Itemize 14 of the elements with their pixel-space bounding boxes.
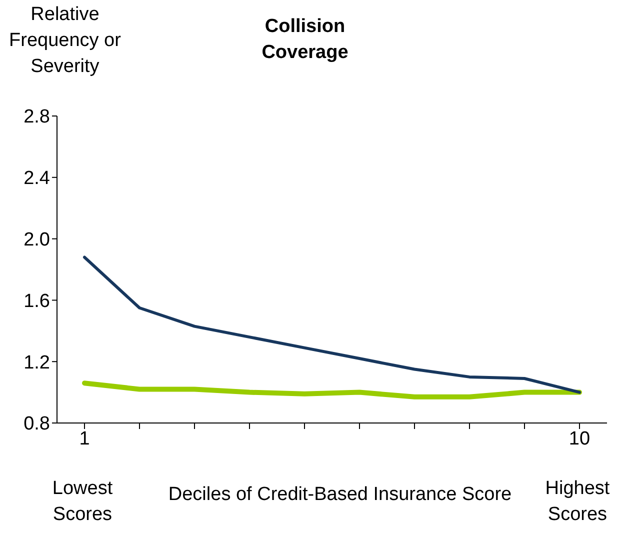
x-axis-title: Deciles of Credit-Based Insurance Score: [167, 483, 513, 507]
chart-title: Collision Coverage: [260, 15, 350, 65]
y-tick-label: 2.8: [24, 106, 50, 128]
text: Highest Scores: [544, 477, 611, 527]
y-tick-label: 1.6: [24, 290, 50, 312]
y-tick-label: 2.0: [24, 230, 50, 251]
x-tick-label: 10: [568, 428, 590, 450]
text: Lowest Scores: [51, 477, 114, 527]
x-tick-label: 1: [79, 428, 90, 450]
y-tick-label: 2.4: [24, 168, 50, 190]
y-tick-label: 0.8: [24, 414, 50, 435]
y-tick-label: 1.2: [24, 352, 50, 374]
y-axis-title: Relative Frequency or Severity: [8, 3, 122, 79]
line-series: [83, 256, 581, 394]
